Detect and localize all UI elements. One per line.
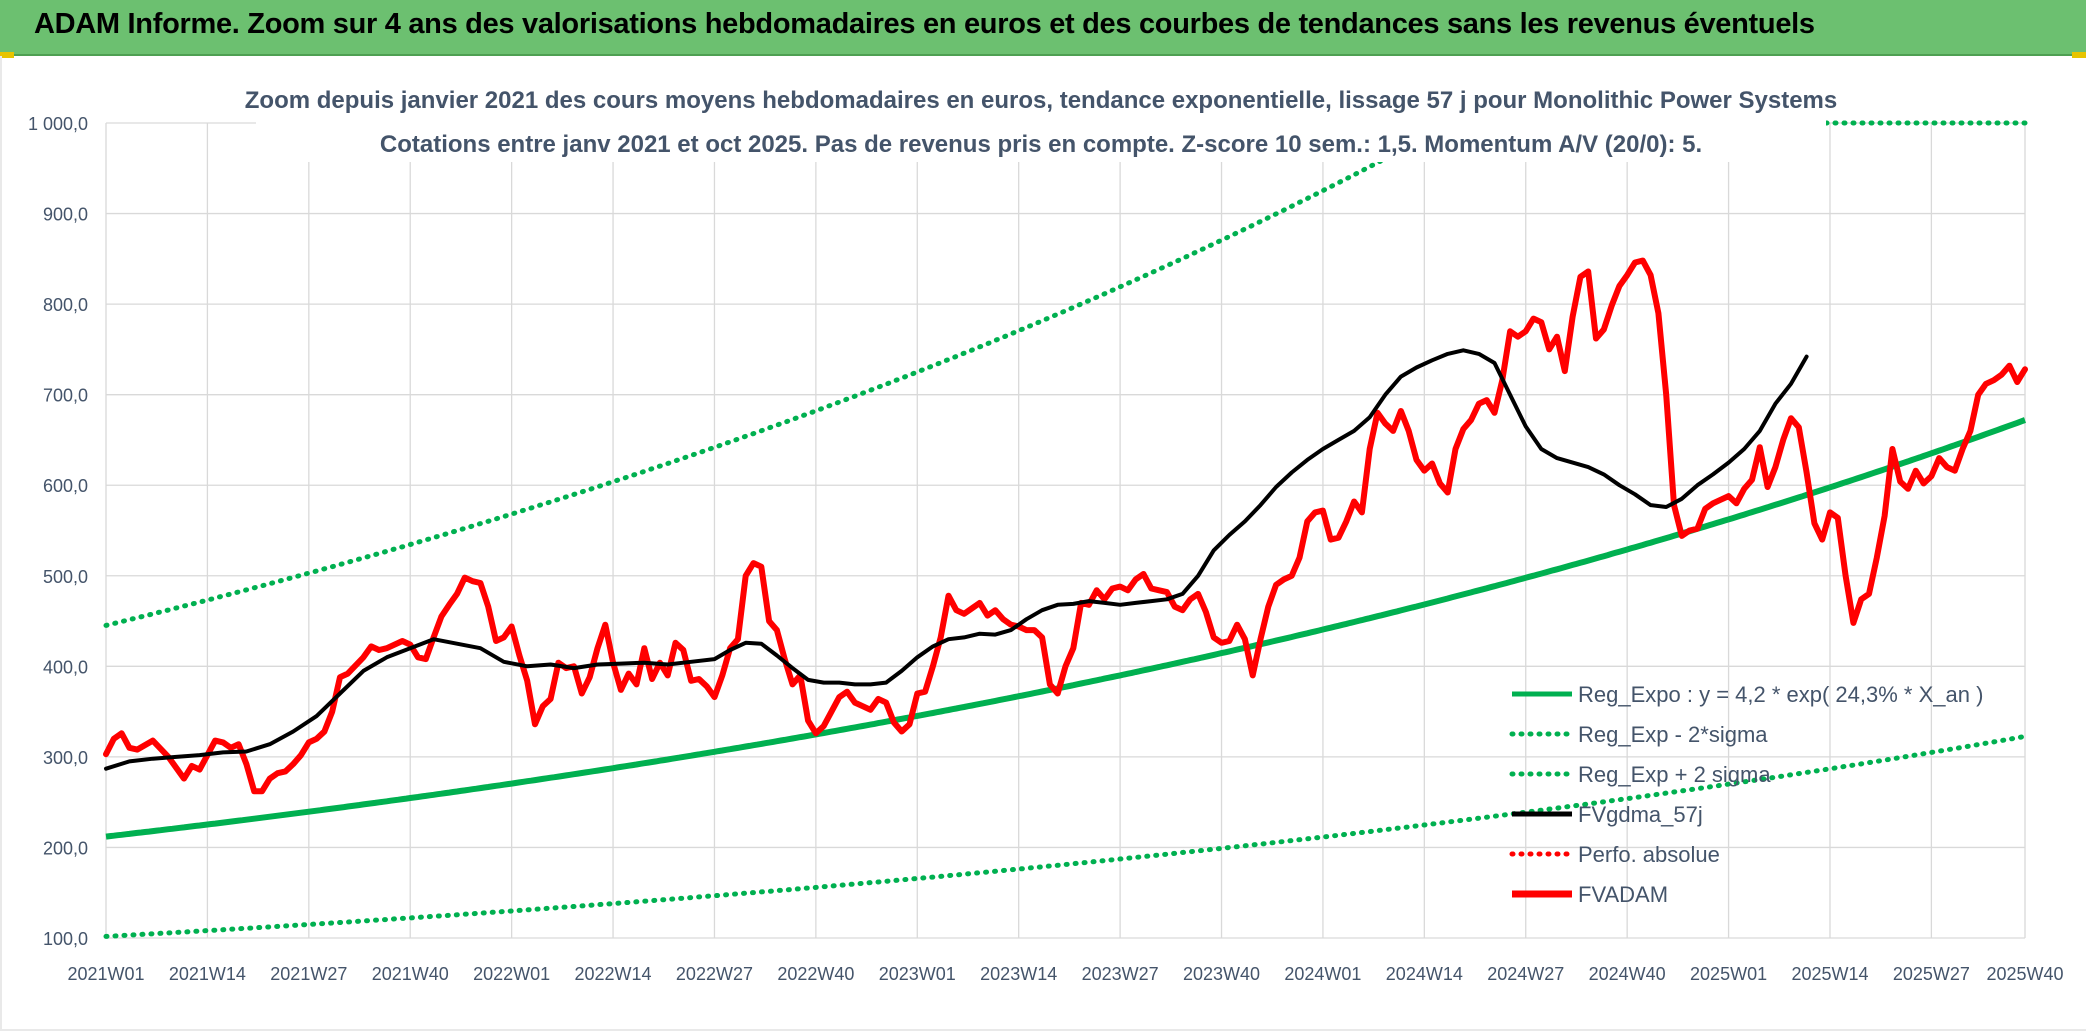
x-tick-label: 2023W27 xyxy=(1082,964,1159,984)
chart-legend: Reg_Expo : y = 4,2 * exp( 24,3% * X_an )… xyxy=(1509,682,1983,907)
legend-label: FVADAM xyxy=(1578,882,1668,907)
x-tick-label: 2023W01 xyxy=(879,964,956,984)
y-tick-label: 800,0 xyxy=(43,295,88,315)
y-tick-label: 200,0 xyxy=(43,838,88,858)
legend-label: Reg_Exp - 2*sigma xyxy=(1578,722,1768,747)
reg-upper-2sigma-line xyxy=(103,120,1455,628)
chart-subtitle: Cotations entre janv 2021 et oct 2025. P… xyxy=(380,131,1702,158)
fvgdma-57j-line xyxy=(104,348,1809,771)
reg-lower-2sigma-line xyxy=(103,734,2028,939)
x-tick-label: 2025W40 xyxy=(1986,964,2063,984)
x-tick-label: 2024W27 xyxy=(1487,964,1564,984)
y-tick-label: 400,0 xyxy=(43,657,88,677)
banner-corner-right xyxy=(2072,52,2086,58)
x-tick-label: 2023W14 xyxy=(980,964,1057,984)
x-tick-label: 2025W01 xyxy=(1690,964,1767,984)
x-tick-label: 2024W40 xyxy=(1589,964,1666,984)
y-tick-label: 100,0 xyxy=(43,929,88,949)
legend-label: Reg_Exp + 2 sigma xyxy=(1578,762,1771,787)
x-tick-label: 2024W01 xyxy=(1284,964,1361,984)
report-title: ADAM Informe. Zoom sur 4 ans des valoris… xyxy=(34,8,1815,40)
legend-label: FVgdma_57j xyxy=(1578,802,1703,827)
y-tick-label: 1 000,0 xyxy=(28,114,88,134)
x-tick-label: 2022W01 xyxy=(473,964,550,984)
x-tick-label: 2025W27 xyxy=(1893,964,1970,984)
x-axis-ticks: 2021W01 2021W14 2021W27 2021W40 2022W01 2022W… xyxy=(67,964,2063,984)
chart-grid xyxy=(105,122,2026,939)
x-tick-label: 2022W14 xyxy=(575,964,652,984)
chart-titles: Zoom depuis janvier 2021 des cours moyen… xyxy=(245,80,1838,162)
y-tick-label: 500,0 xyxy=(43,567,88,587)
x-tick-label: 2024W14 xyxy=(1386,964,1463,984)
y-axis-ticks: 100,0 200,0 300,0 400,0 500,0 600,0 700,0 800,0… xyxy=(28,114,88,949)
x-tick-label: 2022W40 xyxy=(777,964,854,984)
x-tick-label: 2023W40 xyxy=(1183,964,1260,984)
legend-label: Perfo. absolue xyxy=(1578,842,1720,867)
x-tick-label: 2021W40 xyxy=(372,964,449,984)
chart-title: Zoom depuis janvier 2021 des cours moyen… xyxy=(245,87,1838,114)
y-tick-label: 700,0 xyxy=(43,386,88,406)
legend-label: Reg_Expo : y = 4,2 * exp( 24,3% * X_an ) xyxy=(1578,682,1983,707)
chart-frame xyxy=(0,56,2086,1031)
x-tick-label: 2022W27 xyxy=(676,964,753,984)
reg-expo-line xyxy=(105,417,2027,840)
y-tick-label: 900,0 xyxy=(43,205,88,225)
y-tick-label: 600,0 xyxy=(43,476,88,496)
banner-corner-left xyxy=(0,52,14,58)
x-tick-label: 2021W27 xyxy=(270,964,347,984)
chart-series xyxy=(103,120,2028,939)
report-banner: ADAM Informe. Zoom sur 4 ans des valoris… xyxy=(0,0,2086,56)
y-tick-label: 300,0 xyxy=(43,748,88,768)
x-tick-label: 2021W14 xyxy=(169,964,246,984)
title-background xyxy=(256,80,1826,162)
fvadam-line xyxy=(103,257,2028,795)
x-tick-label: 2021W01 xyxy=(67,964,144,984)
x-tick-label: 2025W14 xyxy=(1791,964,1868,984)
